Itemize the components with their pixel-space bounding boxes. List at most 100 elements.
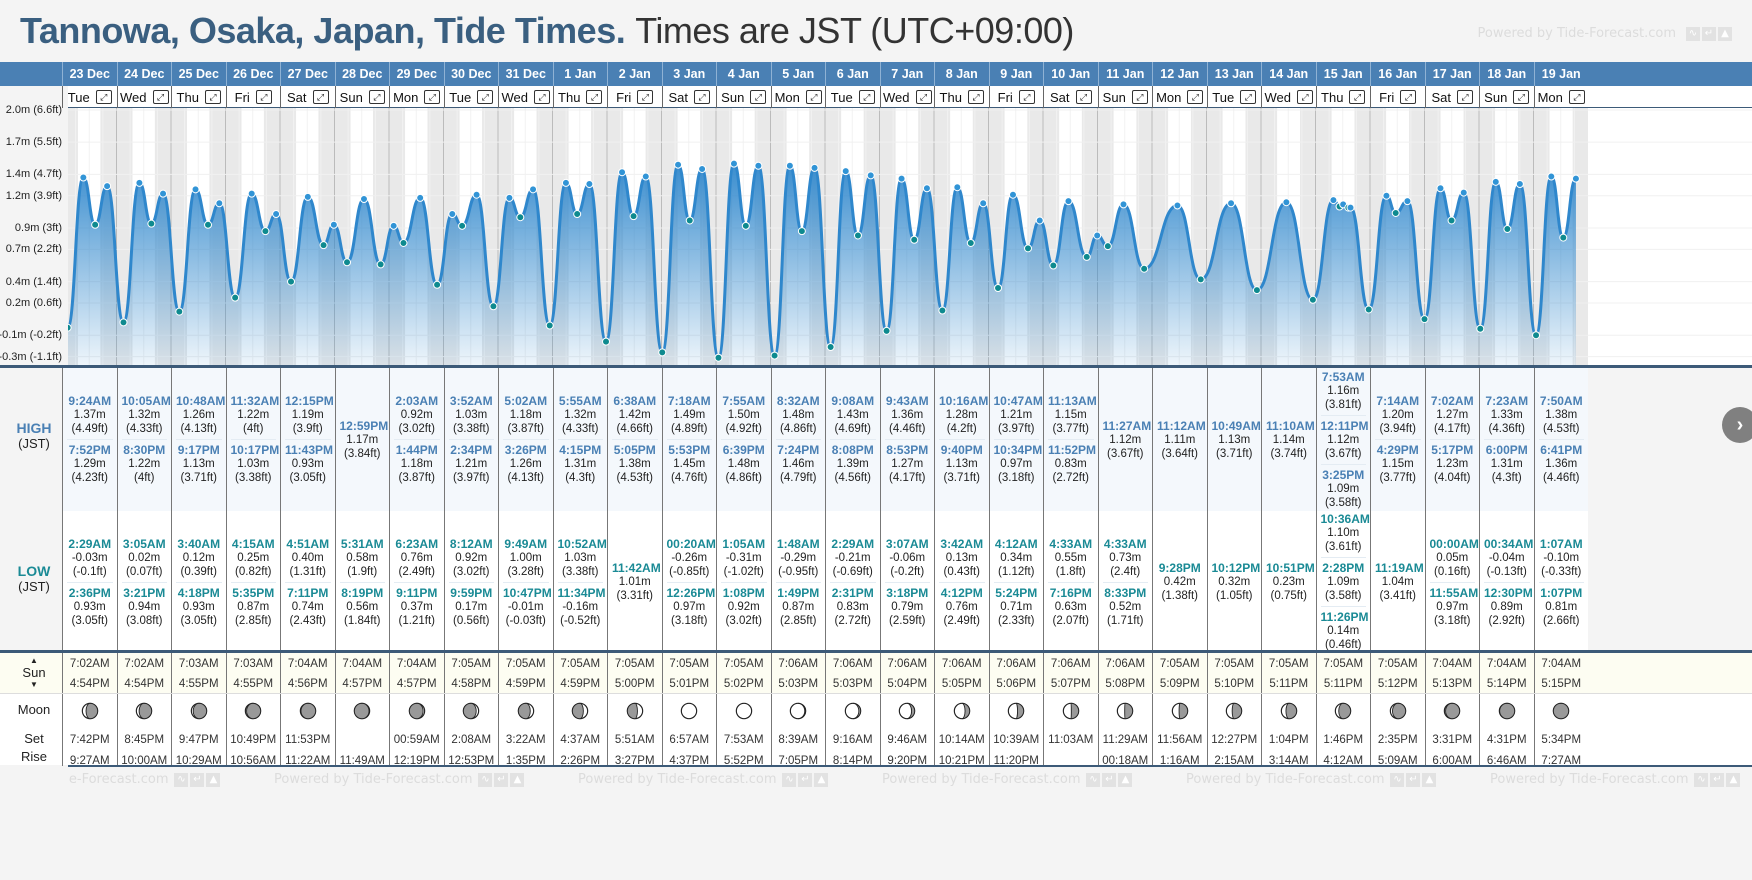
- day-cell: Mon ⤢: [1533, 86, 1589, 108]
- sunrise-time: 7:04AM: [396, 658, 437, 670]
- tide-height-m: 0.97m: [673, 600, 706, 613]
- tide-height-m: -0.31m: [725, 551, 762, 564]
- moon-phase-icon: [1008, 702, 1025, 720]
- tide-height-ft: (4.46ft): [889, 423, 926, 435]
- high-tide-event: 10:34PM 0.97m (3.18ft): [993, 439, 1042, 488]
- tide-time: 10:48AM: [176, 394, 226, 408]
- low-tide-event: 11:34PM -0.16m (-0.52ft): [557, 581, 606, 631]
- tide-height-ft: (3.38ft): [562, 565, 599, 578]
- low-tide-cell: 9:28PM 0.42m (1.38ft): [1152, 511, 1207, 653]
- tide-height-ft: (2.07ft): [1052, 614, 1089, 627]
- low-tide-point: [1196, 275, 1205, 284]
- weekday-label: Mon: [1156, 89, 1182, 105]
- sunrise-time: 7:05AM: [1268, 658, 1309, 670]
- moon-cell: 7:42PM 9:27AM: [62, 694, 117, 767]
- tide-time: 6:23AM: [395, 536, 439, 551]
- tide-chart-svg: [68, 108, 1752, 366]
- expand-day-button[interactable]: ⤢: [1457, 90, 1473, 104]
- low-tide-event: 11:42AM 1.01m (3.31ft): [612, 558, 661, 606]
- moonrise-time: 11:20PM: [993, 755, 1039, 767]
- tide-time: 10:17PM: [230, 443, 280, 457]
- expand-day-button[interactable]: ⤢: [424, 90, 441, 104]
- high-tide-event: 6:38AM 1.42m (4.66ft): [612, 391, 658, 439]
- tide-time: 10:36AM: [1320, 512, 1370, 526]
- sunset-time: 5:03PM: [832, 678, 873, 690]
- expand-day-button[interactable]: ⤢: [204, 90, 221, 104]
- day-cell: Sat ⤢: [1424, 86, 1480, 108]
- expand-day-button[interactable]: ⤢: [694, 90, 710, 104]
- tide-height-m: 0.87m: [782, 600, 815, 613]
- moon-phase-icon: [1553, 702, 1570, 720]
- tide-height-m: -0.10m: [1543, 551, 1580, 564]
- expand-day-button[interactable]: ⤢: [477, 90, 494, 104]
- tide-height-ft: (0.43ft): [943, 565, 980, 578]
- expand-day-button[interactable]: ⤢: [915, 90, 932, 104]
- expand-day-button[interactable]: ⤢: [1349, 90, 1366, 104]
- moonset-time: 3:31PM: [1432, 734, 1473, 746]
- expand-day-button[interactable]: ⤢: [534, 90, 550, 104]
- tide-height-ft: (-0.52ft): [560, 614, 601, 627]
- tide-height-m: 0.93m: [73, 600, 106, 613]
- low-tide-event: 2:36PM 0.93m (3.05ft): [67, 581, 113, 631]
- expand-day-button[interactable]: ⤢: [750, 90, 767, 104]
- expand-day-button[interactable]: ⤢: [637, 90, 654, 104]
- tide-height-m: 0.34m: [1000, 551, 1033, 564]
- high-tide-cell: 2:03AM 0.92m (3.02ft) 1:44PM 1.18m (3.87ft): [389, 368, 444, 511]
- date-cell: 25 Dec: [171, 62, 226, 86]
- day-cell: Fri ⤢: [988, 86, 1044, 108]
- tide-height-m: 1.12m: [1327, 433, 1360, 446]
- tide-time: 3:42AM: [940, 536, 984, 551]
- expand-day-button[interactable]: ⤢: [1568, 90, 1585, 104]
- high-tide-point: [389, 221, 398, 230]
- next-page-button[interactable]: ›: [1722, 407, 1752, 443]
- expand-day-button[interactable]: ⤢: [312, 90, 329, 104]
- tide-height-m: 0.52m: [1109, 600, 1142, 613]
- expand-day-button[interactable]: ⤢: [1297, 90, 1313, 104]
- moon-cell: 9:47PM 10:29AM: [171, 694, 226, 767]
- low-tide-point: [376, 260, 385, 269]
- tide-time: 11:34PM: [557, 585, 606, 600]
- weekday-label: Wed: [1264, 89, 1292, 105]
- expand-day-button[interactable]: ⤢: [255, 90, 272, 104]
- high-tide-cell: 10:16AM 1.28m (4.2ft) 9:40PM 1.13m (3.71ft): [934, 368, 989, 511]
- expand-day-button[interactable]: ⤢: [1018, 90, 1035, 104]
- expand-day-button[interactable]: ⤢: [1400, 90, 1417, 104]
- day-cell: Fri ⤢: [607, 86, 662, 108]
- expand-day-button[interactable]: ⤢: [1131, 90, 1148, 104]
- expand-day-button[interactable]: ⤢: [152, 90, 169, 104]
- tide-height-m: 0.23m: [1272, 576, 1305, 588]
- expand-day-button[interactable]: ⤢: [967, 90, 984, 104]
- moon-phase-icon: [626, 702, 643, 720]
- tide-time: 7:23AM: [1485, 394, 1529, 408]
- moon-cell: 9:16AM 8:14PM: [825, 694, 880, 767]
- high-tide-event: 5:05PM 1.38m (4.53ft): [612, 439, 658, 488]
- tide-time: 3:07AM: [885, 536, 929, 551]
- expand-day-button[interactable]: ⤢: [1240, 90, 1257, 104]
- chevron-right-icon: ›: [1736, 414, 1744, 436]
- expand-day-button[interactable]: ⤢: [805, 90, 822, 104]
- low-tide-point: [853, 231, 862, 240]
- low-tide-event: 10:47PM -0.01m (-0.03ft): [503, 581, 552, 631]
- expand-day-button[interactable]: ⤢: [586, 90, 603, 104]
- expand-day-button[interactable]: ⤢: [1513, 90, 1530, 104]
- tide-time: 7:02AM: [1430, 394, 1474, 408]
- expand-day-button[interactable]: ⤢: [1187, 90, 1204, 104]
- powered-by-link[interactable]: Powered by Tide-Forecast.com ∿ ↵ ▲: [1478, 26, 1732, 41]
- tide-height-ft: (3.58ft): [1325, 496, 1362, 509]
- low-tide-event: 4:51AM 0.40m (1.31ft): [285, 534, 331, 582]
- expand-day-button[interactable]: ⤢: [95, 90, 112, 104]
- tide-time: 10:47AM: [993, 394, 1043, 408]
- tide-height-m: 1.17m: [346, 433, 379, 446]
- high-tide-cell: 7:02AM 1.27m (4.17ft) 5:17PM 1.23m (4.04ft): [1424, 368, 1479, 511]
- expand-day-button[interactable]: ⤢: [858, 90, 875, 104]
- expand-day-button[interactable]: ⤢: [1075, 90, 1092, 104]
- sun-cell: 7:03AM 4:55PM: [171, 653, 226, 693]
- day-cell: Sat ⤢: [280, 86, 335, 108]
- expand-day-button[interactable]: ⤢: [368, 90, 385, 104]
- high-tide-cell: 10:49AM 1.13m (3.71ft): [1206, 368, 1261, 511]
- tide-time: 9:11PM: [396, 585, 438, 600]
- low-tide-cell: 2:29AM -0.03m (-0.1ft) 2:36PM 0.93m (3.05ft): [62, 511, 117, 653]
- moon-phase-icon: [1444, 702, 1461, 720]
- high-tide-point: [215, 199, 224, 208]
- tide-height-m: 1.23m: [1436, 458, 1469, 470]
